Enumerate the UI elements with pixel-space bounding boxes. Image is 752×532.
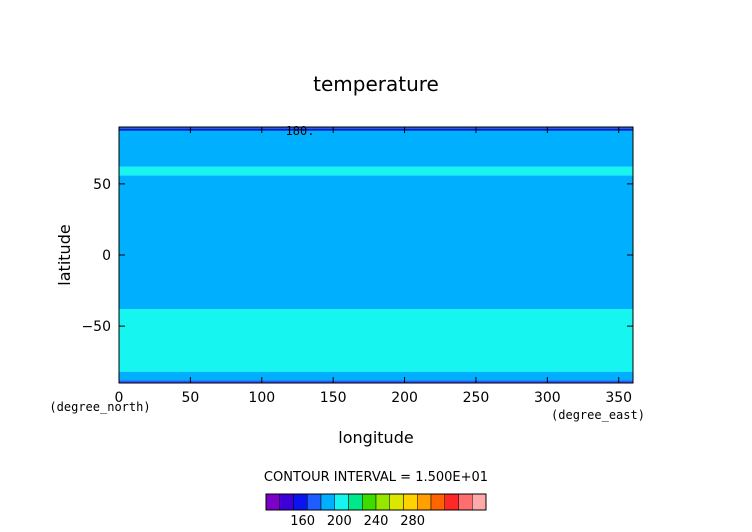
colorbar-swatch	[320, 493, 335, 511]
colorbar-tick-label: 240	[364, 514, 389, 529]
contour-label: 180.	[286, 124, 315, 138]
y-tick-label: −50	[81, 319, 111, 335]
colorbar	[265, 493, 487, 511]
x-tick-label: 300	[534, 390, 561, 406]
x-unit-label: (degree_east)	[551, 408, 645, 422]
band-195	[119, 130, 633, 167]
colorbar-swatch	[430, 493, 445, 511]
colorbar-tick-label: 160	[290, 514, 315, 529]
contour-interval-text: CONTOUR INTERVAL = 1.500E+01	[264, 470, 488, 485]
colorbar-swatch	[444, 493, 459, 511]
x-tick-label: 350	[605, 390, 632, 406]
colorbar-tick-label: 200	[327, 514, 352, 529]
band-195	[119, 371, 633, 381]
colorbar-swatch	[472, 493, 487, 511]
y-tick-label: 50	[93, 177, 111, 193]
colorbar-swatch	[293, 493, 308, 511]
plot-area	[119, 127, 633, 383]
colorbar-swatch	[458, 493, 473, 511]
x-tick-label: 100	[248, 390, 275, 406]
colorbar-swatch	[403, 493, 418, 511]
colorbar-swatch	[307, 493, 322, 511]
band-210	[119, 309, 633, 372]
x-tick-label: 50	[181, 390, 199, 406]
x-tick-label: 150	[320, 390, 347, 406]
x-axis-label: longitude	[338, 428, 413, 447]
y-tick-label: 0	[102, 248, 111, 264]
colorbar-swatch	[389, 493, 404, 511]
colorbar-swatch	[362, 493, 377, 511]
colorbar-swatch	[417, 493, 432, 511]
colorbar-frame	[265, 493, 487, 511]
x-tick-label: 250	[463, 390, 490, 406]
x-tick-label: 0	[115, 390, 124, 406]
y-axis-label: latitude	[55, 224, 74, 285]
colorbar-swatch	[265, 493, 280, 511]
colorbar-tick-label: 280	[400, 514, 425, 529]
colorbar-swatch	[348, 493, 363, 511]
chart-title: temperature	[313, 72, 439, 96]
y-unit-label: (degree_north)	[49, 400, 150, 414]
colorbar-swatch	[334, 493, 349, 511]
x-tick-label: 200	[391, 390, 418, 406]
band-180	[119, 127, 633, 131]
colorbar-tick-labels: 160 200 240 280	[290, 514, 425, 529]
colorbar-swatch	[279, 493, 294, 511]
x-axis-ticks: 0 50 100 150 200 250 300 350	[115, 127, 632, 406]
colorbar-swatch	[375, 493, 390, 511]
y-axis-ticks: −50 0 50	[81, 177, 633, 335]
band-195	[119, 175, 633, 310]
band-180	[119, 380, 633, 383]
band-210	[119, 166, 633, 176]
